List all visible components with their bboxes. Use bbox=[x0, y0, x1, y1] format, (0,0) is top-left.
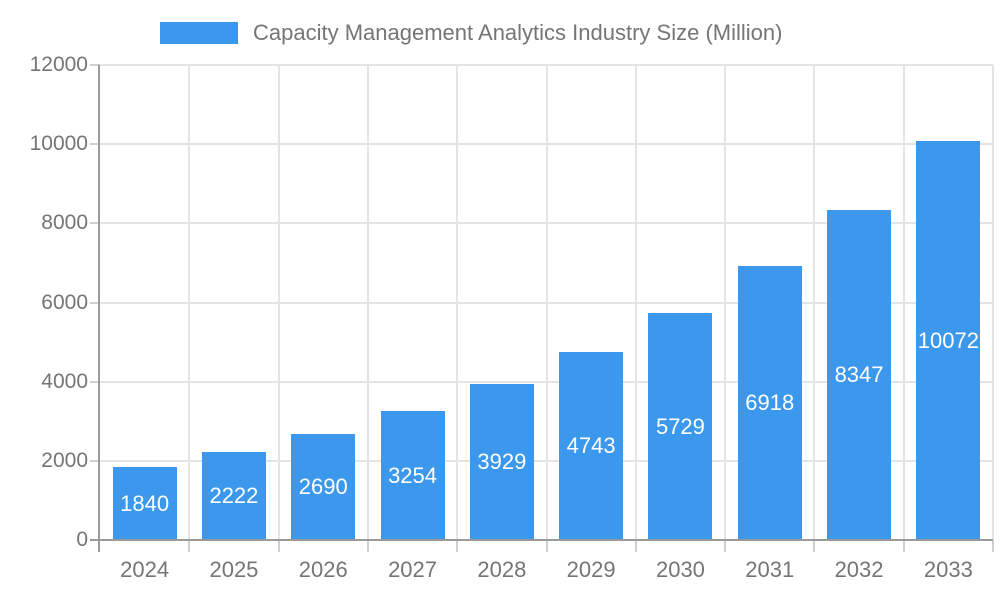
x-axis-tick bbox=[188, 540, 191, 552]
bar-value-label: 3929 bbox=[477, 449, 527, 475]
y-axis-tick bbox=[90, 380, 100, 383]
v-gridline bbox=[545, 65, 548, 540]
bar-value-label: 10072 bbox=[917, 327, 979, 353]
x-axis-tick-label: 2033 bbox=[923, 557, 973, 582]
bar[interactable]: 8347 bbox=[827, 209, 892, 540]
x-axis-tick-label: 2030 bbox=[655, 557, 705, 582]
x-axis-tick-label: 2025 bbox=[209, 557, 259, 582]
bar-value-label: 8347 bbox=[834, 361, 884, 387]
v-gridline bbox=[456, 65, 459, 540]
x-axis-tick bbox=[545, 540, 548, 552]
x-axis-tick-label: 2032 bbox=[834, 557, 884, 582]
v-gridline bbox=[188, 65, 191, 540]
y-axis-tick-label: 0 bbox=[76, 528, 88, 551]
v-gridline bbox=[724, 65, 727, 540]
bar-value-label: 3254 bbox=[388, 462, 438, 488]
x-axis-tick bbox=[724, 540, 727, 552]
y-axis-tick bbox=[90, 301, 100, 304]
bar[interactable]: 5729 bbox=[648, 313, 713, 540]
y-axis-tick-label: 12000 bbox=[29, 53, 88, 76]
y-axis-tick-label: 10000 bbox=[29, 132, 88, 156]
x-axis-tick bbox=[277, 540, 280, 552]
v-gridline bbox=[634, 65, 637, 540]
chart-title: Capacity Management Analytics Industry S… bbox=[253, 20, 783, 45]
v-gridline bbox=[813, 65, 816, 540]
y-axis-tick bbox=[90, 64, 100, 66]
v-gridline bbox=[902, 65, 905, 540]
y-axis-tick-label: 8000 bbox=[41, 211, 88, 235]
x-axis-tick-label: 2031 bbox=[745, 557, 795, 582]
legend-item[interactable]: Capacity Management Analytics Industry S… bbox=[160, 20, 782, 46]
y-axis-line bbox=[98, 65, 100, 552]
x-axis-tick-label: 2028 bbox=[477, 557, 527, 582]
v-gridline bbox=[366, 65, 369, 540]
bar[interactable]: 2690 bbox=[291, 433, 356, 540]
bar[interactable]: 10072 bbox=[916, 141, 981, 540]
bar-value-label: 5729 bbox=[655, 413, 705, 439]
x-axis-tick-label: 2027 bbox=[388, 557, 438, 582]
y-axis-tick-label: 4000 bbox=[41, 369, 88, 393]
bar[interactable]: 2222 bbox=[201, 452, 266, 540]
x-axis-tick-label: 2026 bbox=[298, 557, 348, 582]
bar[interactable]: 4743 bbox=[559, 352, 624, 540]
bar[interactable]: 1840 bbox=[112, 467, 177, 540]
bar[interactable]: 3929 bbox=[469, 384, 534, 540]
x-axis-tick-label: 2029 bbox=[566, 557, 616, 582]
legend-swatch bbox=[160, 22, 238, 44]
y-axis-tick-label: 6000 bbox=[41, 290, 88, 314]
bar[interactable]: 3254 bbox=[380, 411, 445, 540]
bar-value-label: 4743 bbox=[566, 433, 616, 459]
v-gridline bbox=[992, 65, 994, 540]
x-axis-line bbox=[90, 539, 993, 541]
x-axis-tick bbox=[634, 540, 637, 552]
y-axis-tick bbox=[90, 459, 100, 462]
v-gridline bbox=[277, 65, 280, 540]
bar-value-label: 6918 bbox=[745, 390, 795, 416]
y-axis-tick bbox=[90, 143, 100, 146]
x-axis-tick bbox=[366, 540, 369, 552]
bar[interactable]: 6918 bbox=[737, 266, 802, 540]
x-axis-tick bbox=[456, 540, 459, 552]
x-axis-tick-label: 2024 bbox=[120, 557, 170, 582]
bar-value-label: 2690 bbox=[298, 473, 348, 499]
y-axis-tick-label: 2000 bbox=[41, 448, 88, 472]
y-axis-tick bbox=[90, 222, 100, 225]
x-axis-tick bbox=[902, 540, 905, 552]
bar-value-label: 2222 bbox=[209, 483, 259, 508]
x-axis-tick bbox=[992, 540, 994, 552]
x-axis-tick bbox=[813, 540, 816, 552]
bar-value-label: 1840 bbox=[120, 490, 170, 516]
